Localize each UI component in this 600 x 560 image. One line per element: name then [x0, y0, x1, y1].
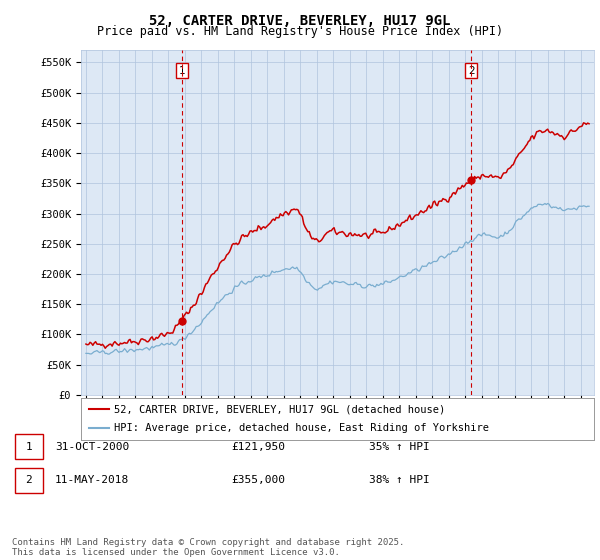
Text: 2: 2	[25, 475, 32, 485]
Text: HPI: Average price, detached house, East Riding of Yorkshire: HPI: Average price, detached house, East…	[115, 423, 490, 433]
Text: 11-MAY-2018: 11-MAY-2018	[55, 475, 130, 485]
Text: 52, CARTER DRIVE, BEVERLEY, HU17 9GL (detached house): 52, CARTER DRIVE, BEVERLEY, HU17 9GL (de…	[115, 404, 446, 414]
FancyBboxPatch shape	[15, 435, 43, 459]
Text: 31-OCT-2000: 31-OCT-2000	[55, 442, 130, 451]
Text: 1: 1	[179, 66, 185, 76]
Text: 35% ↑ HPI: 35% ↑ HPI	[369, 442, 430, 451]
Text: £355,000: £355,000	[231, 475, 285, 485]
FancyBboxPatch shape	[15, 468, 43, 493]
Text: Price paid vs. HM Land Registry's House Price Index (HPI): Price paid vs. HM Land Registry's House …	[97, 25, 503, 38]
Text: 2: 2	[468, 66, 475, 76]
Text: 1: 1	[25, 442, 32, 451]
Text: 52, CARTER DRIVE, BEVERLEY, HU17 9GL: 52, CARTER DRIVE, BEVERLEY, HU17 9GL	[149, 14, 451, 28]
Text: Contains HM Land Registry data © Crown copyright and database right 2025.
This d: Contains HM Land Registry data © Crown c…	[12, 538, 404, 557]
Text: 38% ↑ HPI: 38% ↑ HPI	[369, 475, 430, 485]
Text: £121,950: £121,950	[231, 442, 285, 451]
